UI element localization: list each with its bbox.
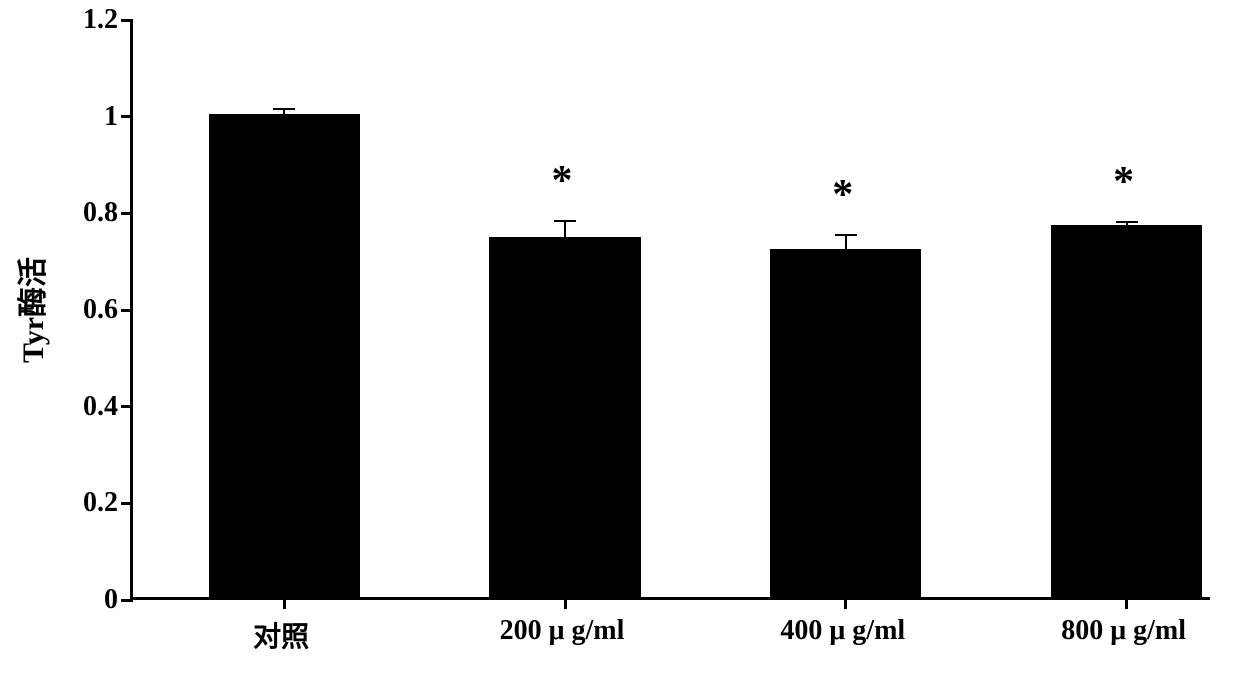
- y-tick-label: 1.2: [83, 4, 118, 36]
- chart-container: Tyr酶活 0 0.2 0.4 0.6 0.8 1 1.2 对照 200 μ g/ml * 400 …: [0, 0, 1240, 697]
- x-tick: [283, 597, 286, 609]
- y-tick-label: 0: [104, 584, 118, 616]
- y-tick: [121, 405, 133, 408]
- bar: [489, 237, 640, 597]
- y-tick-label: 1: [104, 101, 118, 133]
- significance-marker: *: [552, 157, 573, 205]
- x-tick: [564, 597, 567, 609]
- significance-marker: *: [1113, 158, 1134, 206]
- y-tick: [121, 212, 133, 215]
- x-tick-label: 400 μ g/ml: [780, 615, 905, 647]
- y-tick: [121, 115, 133, 118]
- error-cap: [273, 108, 295, 110]
- error-cap: [1116, 221, 1138, 223]
- x-tick: [844, 597, 847, 609]
- y-tick: [121, 502, 133, 505]
- y-axis-label: Tyr酶活: [8, 257, 52, 363]
- y-tick: [121, 19, 133, 22]
- error-bar: [845, 235, 847, 252]
- y-tick-label: 0.2: [83, 487, 118, 519]
- y-tick-label: 0.4: [83, 391, 118, 423]
- bar: [1051, 225, 1202, 597]
- error-cap: [835, 234, 857, 236]
- error-bar: [283, 109, 285, 116]
- x-tick-label: 200 μ g/ml: [500, 615, 625, 647]
- x-tick: [1125, 597, 1128, 609]
- error-bar: [564, 221, 566, 240]
- x-tick-label: 对照: [253, 615, 309, 655]
- y-tick-label: 0.6: [83, 294, 118, 326]
- error-cap: [554, 220, 576, 222]
- y-tick-label: 0.8: [83, 197, 118, 229]
- significance-marker: *: [832, 171, 853, 219]
- bar: [209, 114, 360, 597]
- plot-area: [130, 20, 1210, 600]
- y-tick: [121, 309, 133, 312]
- bar: [770, 249, 921, 597]
- y-tick: [121, 599, 133, 602]
- x-tick-label: 800 μ g/ml: [1061, 615, 1186, 647]
